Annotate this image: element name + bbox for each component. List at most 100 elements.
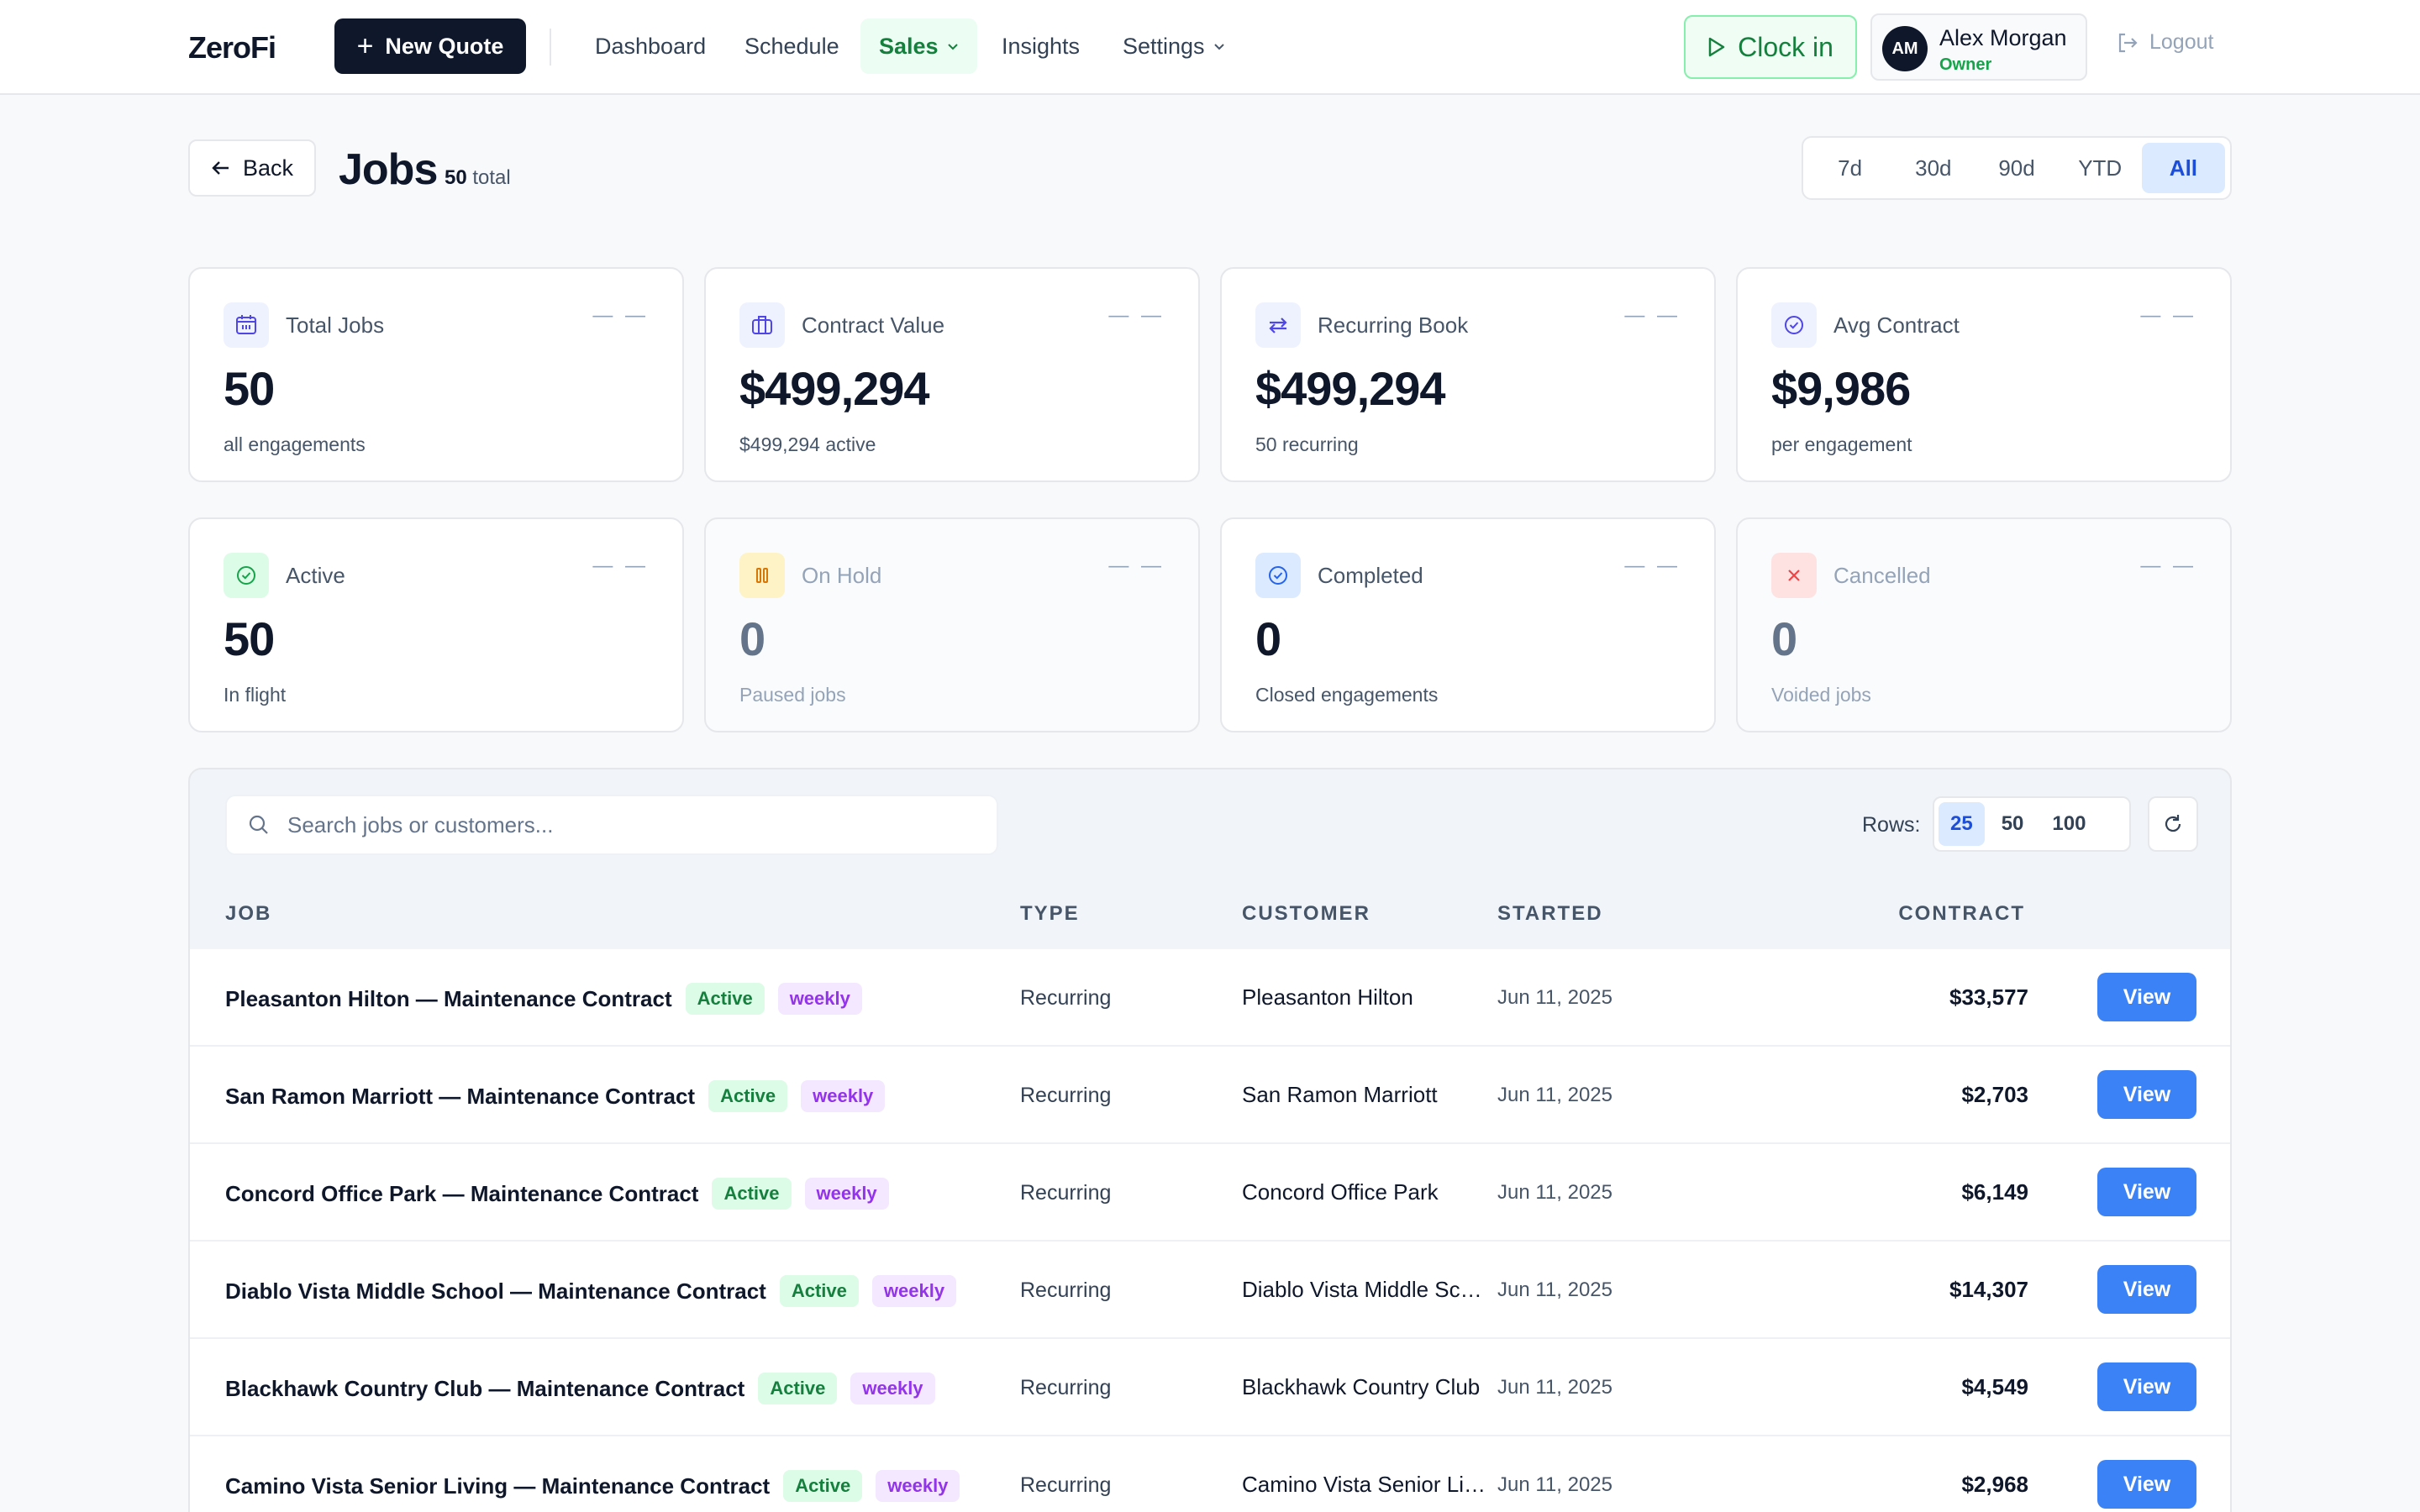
- clock-in-button[interactable]: Clock in: [1684, 15, 1857, 79]
- customer-name: San Ramon Marriott: [1242, 1082, 1438, 1107]
- customer-name: Diablo Vista Middle School: [1242, 1277, 1486, 1302]
- stat-label: Recurring Book: [1318, 312, 1469, 338]
- job-cell: San Ramon Marriott — Maintenance Contrac…: [225, 1080, 886, 1112]
- total-count: 50 total: [445, 166, 511, 190]
- logout-button[interactable]: Logout: [2116, 30, 2213, 55]
- search-input[interactable]: [287, 811, 976, 838]
- user-role: Owner: [1939, 55, 1992, 74]
- customer-name: Concord Office Park: [1242, 1179, 1439, 1205]
- stat-card-completed: Completed — — 0 Closed engagements: [1220, 517, 1716, 732]
- job-type: Recurring: [1020, 1278, 1112, 1302]
- user-menu[interactable]: AM Alex Morgan Owner: [1870, 13, 2087, 81]
- stat-label: Active: [286, 563, 345, 588]
- nav-schedule[interactable]: Schedule: [726, 18, 858, 74]
- view-button[interactable]: View: [2097, 1070, 2196, 1119]
- contract-amount: $2,703: [1961, 1082, 2028, 1107]
- chevron-down-icon: [947, 44, 958, 50]
- stat-subtext: all engagements: [224, 433, 366, 455]
- status-badge: Active: [779, 1275, 859, 1307]
- view-button[interactable]: View: [2097, 1168, 2196, 1216]
- job-name[interactable]: Blackhawk Country Club — Maintenance Con…: [225, 1375, 745, 1401]
- stat-trend: — —: [2140, 554, 2196, 577]
- job-name[interactable]: Pleasanton Hilton — Maintenance Contract: [225, 985, 672, 1011]
- nav-insights[interactable]: Insights: [983, 18, 1098, 74]
- stat-value: 0: [739, 612, 765, 665]
- stat-subtext: $499,294 active: [739, 433, 876, 455]
- status-badge: Active: [685, 983, 765, 1015]
- job-name[interactable]: Diablo Vista Middle School — Maintenance…: [225, 1278, 766, 1304]
- new-quote-button[interactable]: + New Quote: [334, 18, 526, 74]
- logout-label: Logout: [2149, 30, 2214, 54]
- job-type: Recurring: [1020, 1181, 1112, 1205]
- back-button[interactable]: Back: [188, 139, 316, 197]
- header-divider: [550, 29, 551, 66]
- table-row[interactable]: Camino Vista Senior Living — Maintenance…: [190, 1436, 2230, 1512]
- page-title: Jobs: [339, 145, 438, 194]
- nav-insights-label: Insights: [1002, 33, 1081, 59]
- play-icon: [1708, 37, 1725, 57]
- nav-dashboard[interactable]: Dashboard: [576, 18, 724, 74]
- stat-label: Cancelled: [1833, 563, 1931, 588]
- range-all[interactable]: All: [2141, 143, 2226, 193]
- stat-card-active: Active — — 50 In flight: [188, 517, 684, 732]
- stat-label: Contract Value: [802, 312, 945, 338]
- refresh-button[interactable]: [2148, 796, 2198, 852]
- new-quote-label: New Quote: [385, 33, 504, 59]
- view-button[interactable]: View: [2097, 1265, 2196, 1314]
- frequency-badge: weekly: [871, 1275, 957, 1307]
- job-cell: Concord Office Park — Maintenance Contra…: [225, 1178, 889, 1210]
- job-name[interactable]: San Ramon Marriott — Maintenance Contrac…: [225, 1083, 696, 1109]
- rows-option-25[interactable]: 25: [1939, 802, 1985, 846]
- started-date: Jun 11, 2025: [1497, 1278, 1613, 1301]
- table-row[interactable]: San Ramon Marriott — Maintenance Contrac…: [190, 1047, 2230, 1144]
- column-header-type[interactable]: TYPE: [1020, 902, 1080, 925]
- column-header-started[interactable]: STARTED: [1497, 902, 1603, 925]
- frequency-badge: weekly: [777, 983, 862, 1015]
- stat-value: $9,986: [1771, 362, 1911, 415]
- column-header-contract[interactable]: CONTRACT: [1898, 902, 2025, 925]
- column-header-customer[interactable]: CUSTOMER: [1242, 902, 1370, 925]
- job-name[interactable]: Camino Vista Senior Living — Maintenance…: [225, 1473, 771, 1499]
- frequency-badge: weekly: [876, 1470, 960, 1502]
- table-row[interactable]: Diablo Vista Middle School — Maintenance…: [190, 1242, 2230, 1339]
- contract-amount: $14,307: [1949, 1277, 2028, 1302]
- table-row[interactable]: Blackhawk Country Club — Maintenance Con…: [190, 1339, 2230, 1436]
- rows-per-page-label: Rows:: [1862, 813, 1921, 837]
- stat-subtext: Closed engagements: [1255, 684, 1439, 706]
- stat-card-recurring-book: Recurring Book — — $499,294 50 recurring: [1220, 267, 1716, 482]
- customer-name: Pleasanton Hilton: [1242, 984, 1413, 1010]
- job-type: Recurring: [1020, 1376, 1112, 1399]
- user-name: Alex Morgan: [1939, 25, 2067, 50]
- refresh-icon: [2165, 815, 2181, 832]
- frequency-badge: weekly: [850, 1373, 935, 1404]
- started-date: Jun 11, 2025: [1497, 986, 1613, 1009]
- app-logo[interactable]: ZeroFi: [188, 30, 276, 65]
- jobs-table-panel: Rows: 25 50 100 JOB TYPE CUSTOMER STARTE…: [188, 768, 2232, 1512]
- rows-per-page-selector: 25 50 100: [1933, 796, 2131, 852]
- range-30d[interactable]: 30d: [1915, 155, 1952, 181]
- stat-value: 50: [224, 362, 275, 415]
- rows-option-100[interactable]: 100: [2052, 812, 2086, 835]
- job-name[interactable]: Concord Office Park — Maintenance Contra…: [225, 1180, 699, 1206]
- stat-card-cancelled: Cancelled — — 0 Voided jobs: [1736, 517, 2232, 732]
- view-button[interactable]: View: [2097, 1460, 2196, 1509]
- table-row[interactable]: Concord Office Park — Maintenance Contra…: [190, 1144, 2230, 1242]
- range-90d[interactable]: 90d: [1998, 155, 2035, 181]
- stat-trend: — —: [1108, 304, 1165, 327]
- repeat-icon: [1255, 302, 1301, 348]
- started-date: Jun 11, 2025: [1497, 1376, 1613, 1399]
- view-button[interactable]: View: [2097, 973, 2196, 1021]
- stat-card-on-hold: On Hold — — 0 Paused jobs: [704, 517, 1200, 732]
- stat-trend: — —: [1108, 554, 1165, 577]
- range-ytd[interactable]: YTD: [2078, 155, 2123, 181]
- range-7d[interactable]: 7d: [1838, 155, 1863, 181]
- rows-option-50[interactable]: 50: [2001, 812, 2024, 835]
- nav-settings[interactable]: Settings: [1104, 18, 1244, 74]
- search-icon: [249, 815, 268, 834]
- column-header-job[interactable]: JOB: [225, 902, 272, 925]
- job-type: Recurring: [1020, 986, 1112, 1010]
- view-button[interactable]: View: [2097, 1362, 2196, 1411]
- table-row[interactable]: Pleasanton Hilton — Maintenance Contract…: [190, 949, 2230, 1047]
- nav-sales[interactable]: Sales: [860, 18, 977, 74]
- customer-name: Camino Vista Senior Living: [1242, 1472, 1486, 1497]
